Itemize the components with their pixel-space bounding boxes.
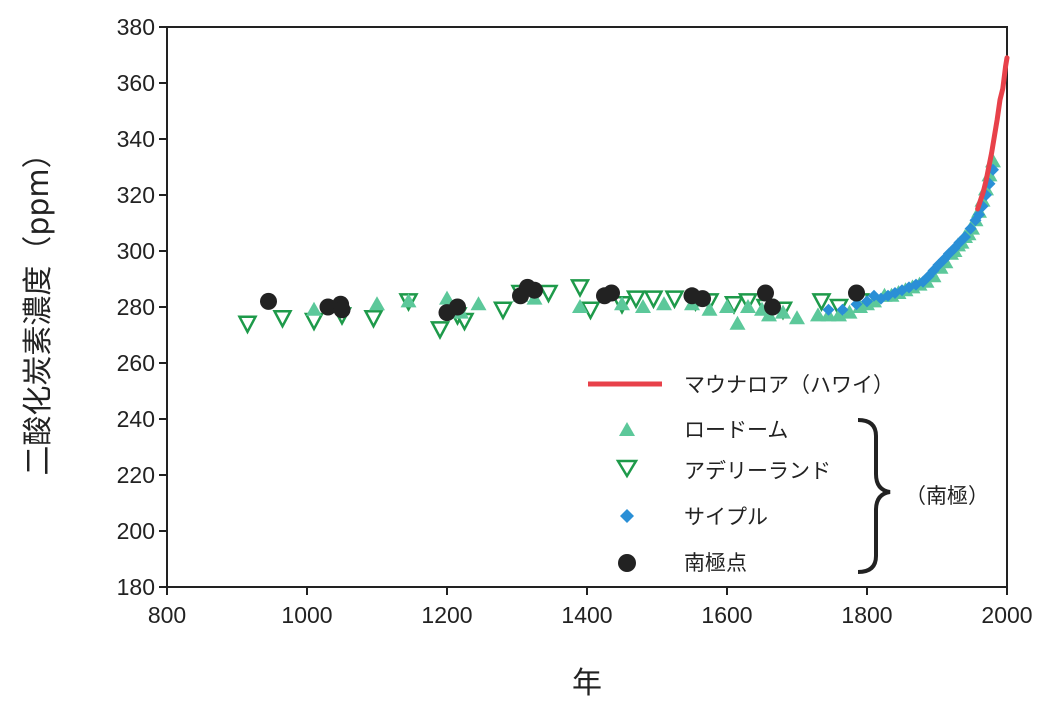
y-tick-label: 240: [117, 406, 155, 432]
point-law-dome: [306, 301, 322, 316]
x-tick-label: 1400: [561, 602, 612, 628]
legend: マウナロア（ハワイ） ロードーム アデリーランド サイプル 南極点 （南極）: [588, 373, 989, 575]
legend-label-siple: サイプル: [684, 505, 768, 529]
legend-label-south-pole: 南極点: [684, 551, 747, 575]
point-law-dome: [810, 307, 826, 322]
y-tick-label: 280: [117, 294, 155, 320]
series-line-mauna-loa: [975, 55, 1010, 212]
y-tick-label: 320: [117, 182, 155, 208]
legend-label-law-dome: ロードーム: [684, 418, 788, 442]
y-tick-label: 340: [117, 126, 155, 152]
point-law-dome: [470, 296, 487, 311]
x-axis: 800 1000 1200 1400 1600 1800 2000: [148, 587, 1033, 628]
y-tick-label: 180: [117, 574, 155, 600]
point-south-pole: [694, 290, 711, 308]
x-tick-label: 1200: [421, 602, 472, 628]
x-tick-label: 800: [148, 602, 186, 628]
point-south-pole: [848, 284, 865, 302]
point-adelie-land: [643, 290, 664, 310]
point-law-dome: [572, 299, 588, 313]
point-adelie-land: [569, 279, 591, 299]
point-law-dome: [701, 301, 718, 316]
point-adelie-land: [811, 293, 832, 313]
x-tick-label: 1000: [281, 602, 332, 628]
legend-marker-south-pole: [618, 554, 636, 572]
point-south-pole: [764, 298, 781, 316]
point-siple: [959, 231, 971, 243]
y-axis-title: 二酸化炭素濃度（ppm）: [21, 138, 56, 475]
point-law-dome: [635, 299, 651, 313]
x-tick-label: 1800: [841, 602, 892, 628]
point-law-dome: [656, 296, 672, 311]
point-law-dome: [740, 299, 756, 313]
point-siple: [850, 298, 863, 311]
y-tick-label: 200: [117, 518, 155, 544]
point-law-dome: [775, 304, 791, 319]
point-south-pole: [260, 292, 277, 310]
x-tick-label: 1600: [701, 602, 752, 628]
y-tick-label: 360: [117, 70, 155, 96]
point-law-dome: [439, 290, 455, 305]
legend-label-adelie-land: アデリーランド: [684, 459, 831, 483]
point-south-pole: [333, 301, 351, 319]
point-law-dome: [789, 310, 805, 325]
legend-marker-law-dome: [619, 422, 635, 436]
legend-label-mauna-loa: マウナロア（ハワイ）: [684, 373, 894, 397]
point-south-pole: [449, 298, 466, 316]
x-tick-label: 2000: [981, 602, 1032, 628]
point-adelie-land: [492, 301, 514, 321]
point-south-pole: [757, 284, 774, 302]
point-adelie-land: [538, 284, 559, 304]
legend-marker-siple: [620, 509, 634, 523]
point-law-dome: [614, 296, 630, 311]
antarctica-group-label: （南極）: [905, 484, 989, 508]
point-adelie-land: [625, 290, 647, 310]
point-south-pole: [526, 281, 543, 299]
point-siple: [822, 303, 835, 316]
antarctica-brace: [857, 418, 891, 574]
point-south-pole: [603, 284, 620, 302]
y-tick-label: 260: [117, 350, 155, 376]
point-siple: [836, 303, 849, 316]
y-tick-label: 220: [117, 462, 155, 488]
point-adelie-land: [664, 290, 685, 310]
point-siple: [861, 295, 873, 308]
point-adelie-land: [237, 315, 258, 335]
x-axis-title: 年: [572, 666, 602, 701]
point-adelie-land: [303, 312, 325, 332]
legend-marker-adelie-land: [615, 459, 639, 479]
y-axis: 180 200 220 240 260 280 300 320 340 360 380: [117, 14, 167, 600]
point-law-dome: [719, 299, 735, 313]
point-siple: [964, 222, 977, 235]
point-law-dome: [400, 293, 417, 308]
data-series: [237, 55, 1010, 341]
point-adelie-land: [363, 309, 384, 329]
point-law-dome: [729, 315, 746, 330]
y-tick-label: 380: [117, 14, 155, 40]
point-adelie-land: [580, 301, 601, 321]
point-law-dome: [841, 304, 858, 319]
point-adelie-land: [272, 309, 293, 329]
point-adelie-land: [429, 321, 451, 341]
y-tick-label: 300: [117, 238, 155, 264]
point-law-dome: [369, 296, 385, 311]
